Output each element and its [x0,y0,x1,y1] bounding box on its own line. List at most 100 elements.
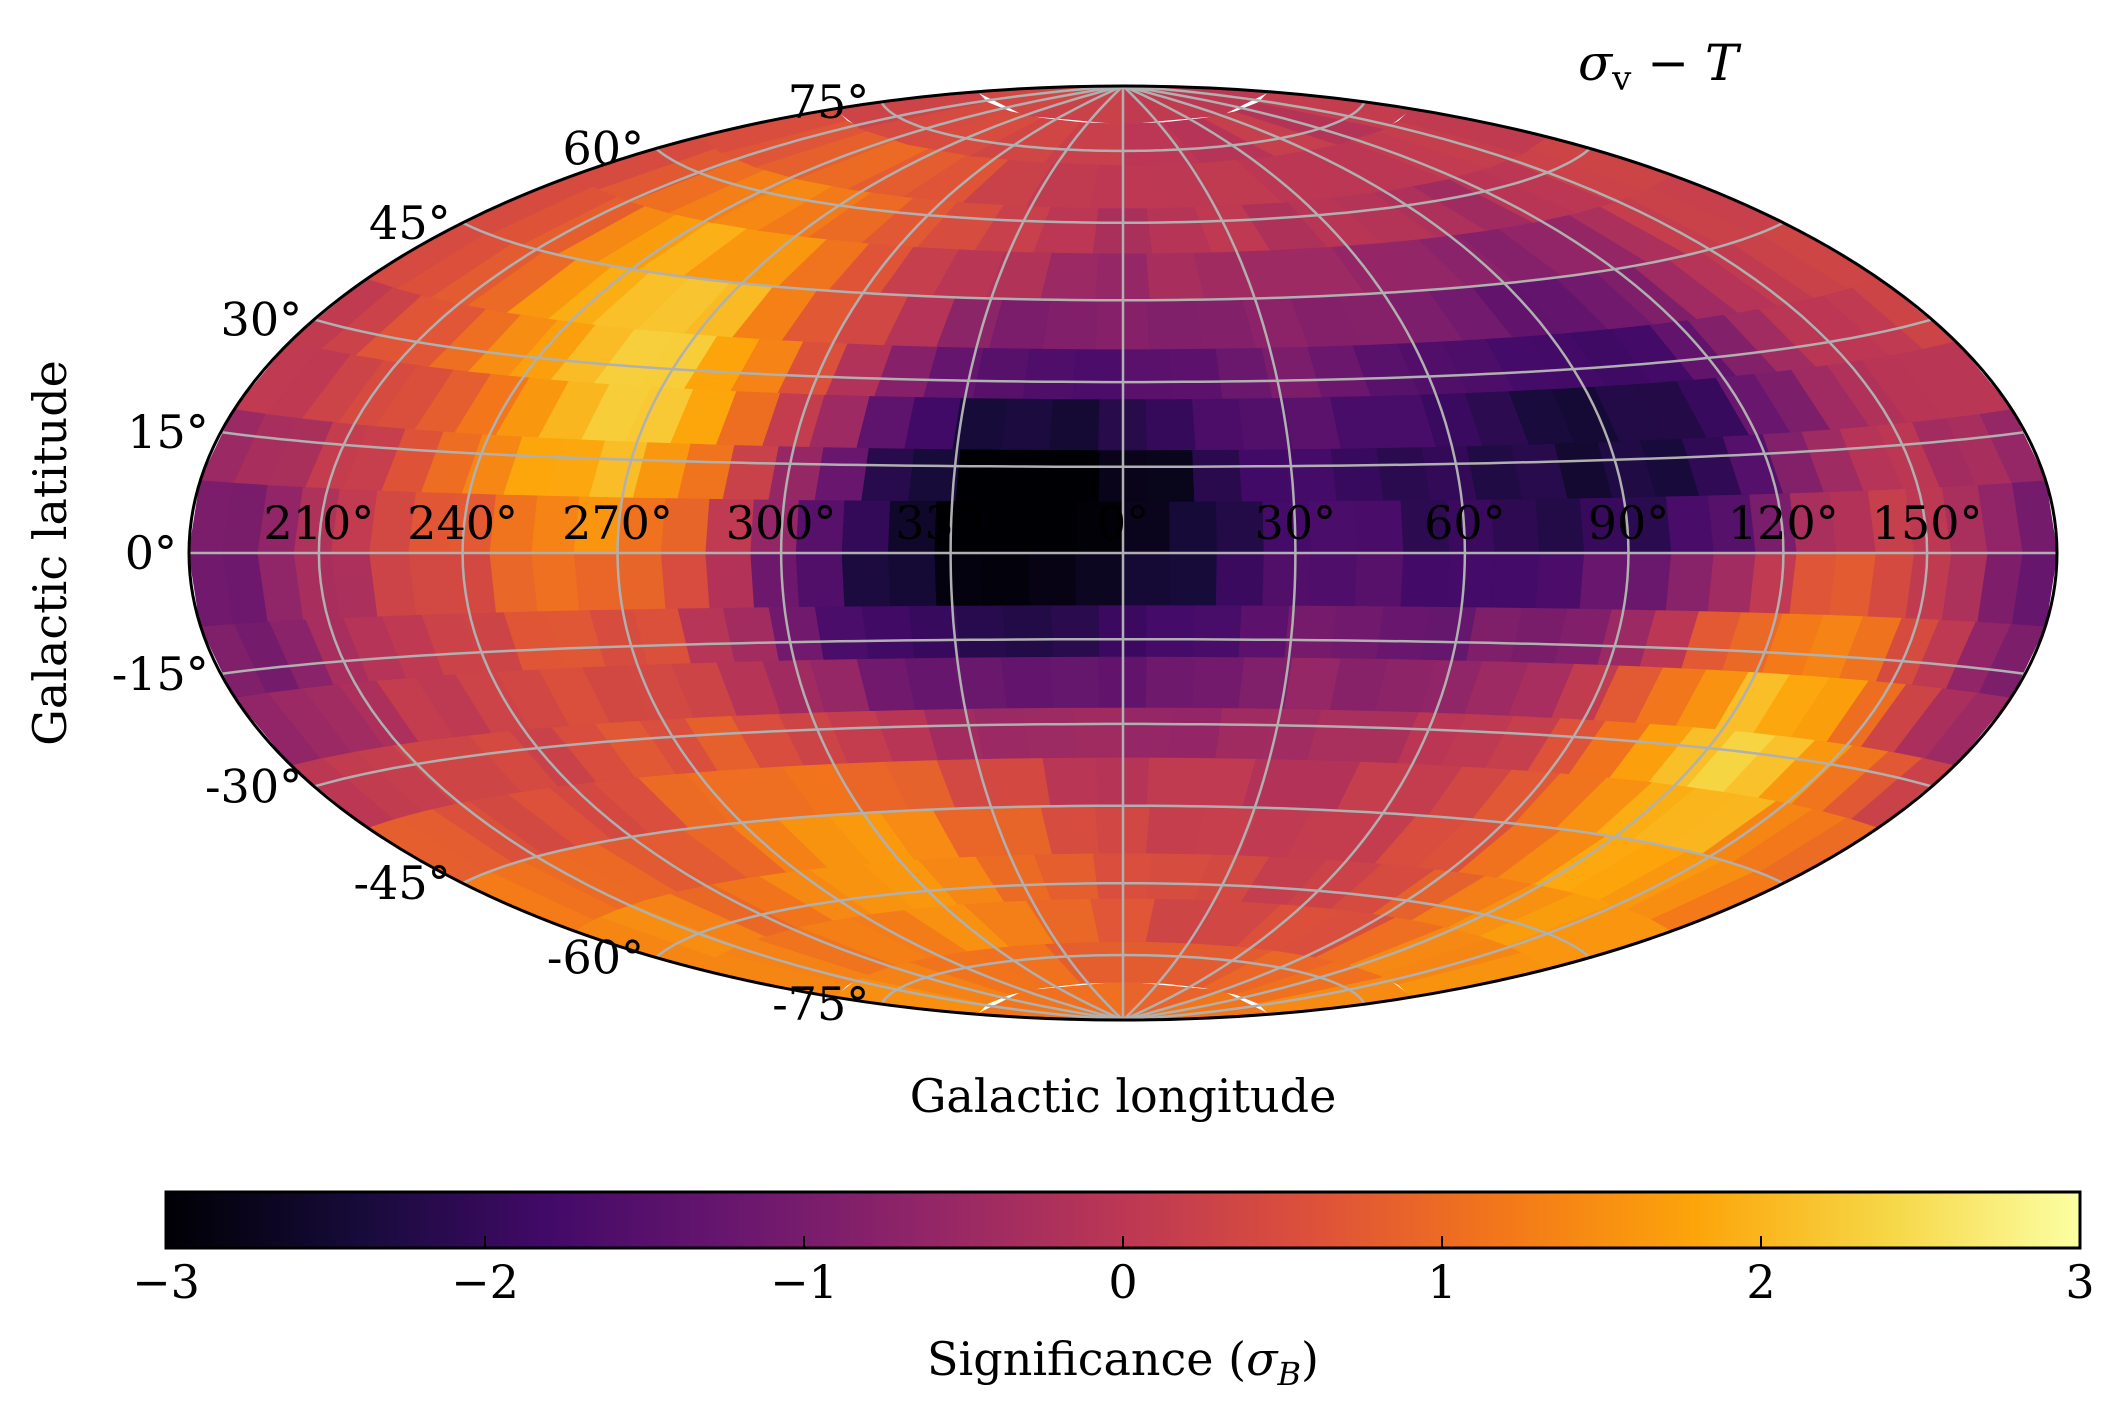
colorbar-tick: −3 [132,1255,200,1309]
colorbar: −3 −2 −1 0 1 2 3 Significance (σB) [132,1190,2095,1393]
heatmap-cells [189,86,2057,1020]
heatmap-cell [1192,448,1243,502]
heatmap-cell [1215,552,1265,606]
heatmap-cell [1145,398,1197,451]
heatmap-cell [1169,500,1218,554]
heatmap-cell [1145,604,1196,658]
heatmap-cell [1049,398,1101,451]
heatmap-cell [861,604,916,659]
heatmap-cell [841,499,892,554]
longitude-tick: 150° [1872,496,1983,550]
colorbar-tick: 0 [1108,1255,1137,1309]
longitude-tick: 270° [562,496,673,550]
latitude-tick: -15° [112,647,209,701]
colorbar-tick: 3 [2065,1255,2094,1309]
heatmap-cell [660,552,711,609]
heatmap-cell [531,552,581,612]
heatmap-cell [1665,494,1715,554]
colorbar-tick: 2 [1746,1255,1775,1309]
heatmap-cell [934,552,984,606]
heatmap-cell [814,605,870,660]
parallel-line [880,953,1366,1005]
latitude-tick: 0° [125,526,177,580]
heatmap-cell [1191,655,1246,709]
parallel-line [655,147,1591,225]
heatmap-cell [1707,552,1757,613]
sky-map [187,84,2059,1022]
heatmap-cell [1028,552,1077,606]
heatmap-cell [1042,299,1100,350]
heatmap-cell [1072,706,1124,758]
heatmap-cell [1376,446,1432,501]
colorbar-tick: −2 [451,1255,519,1309]
heatmap-cell [1749,552,1798,614]
parallel-line [313,318,1933,384]
parallel-line [655,881,1591,959]
heatmap-cell [1072,348,1124,400]
heatmap-cell [1192,604,1243,658]
longitude-tick: 120° [1728,496,1839,550]
heatmap-cell [1330,447,1385,502]
heatmap-cell [1003,604,1054,658]
heatmap-cell [1075,552,1124,606]
heatmap-cell [1535,552,1586,609]
colorbar-tick: −1 [770,1255,838,1309]
longitude-tick: 300° [726,496,837,550]
heatmap-cell [955,604,1008,658]
latitude-tick: 15° [127,405,209,459]
heatmap-cell [1050,448,1101,502]
heatmap-cell [408,552,457,616]
parallel-line [462,221,1784,302]
heatmap-cell [768,445,825,501]
heatmap-cell [705,552,755,609]
latitude-tick: -60° [547,930,644,984]
chart-title: σv − T [1578,34,1742,99]
colorbar-label: Significance (σB) [927,1332,1319,1393]
longitude-tick: 90° [1588,496,1670,550]
heatmap-cell [1330,604,1385,659]
heatmap-cell [887,552,938,607]
heatmap-cell [1354,499,1405,554]
heatmap-cell [1049,655,1101,708]
latitude-tick: -30° [205,760,302,814]
heatmap-cell [1579,552,1630,610]
longitude-tick: 60° [1424,496,1506,550]
latitude-tick-labels: 75° 60° 45° 30° 15° 0° -15° -30° -45° -60° -75° [112,75,870,1031]
parallel-line [313,722,1933,788]
heatmap-cell [489,552,539,613]
heatmap-cell [1050,604,1101,658]
heatmap-cell [448,552,497,614]
heatmap-cell [1535,497,1586,554]
heatmap-cell [573,552,624,611]
longitude-tick: 30° [1255,496,1337,550]
latitude-tick: -45° [354,856,451,910]
colorbar-ticks: −3 −2 −1 0 1 2 3 [132,1236,2095,1309]
heatmap-cell [1308,552,1359,607]
longitude-tick: 240° [407,496,518,550]
heatmap-cell [750,552,800,608]
heatmap-cell [1022,706,1078,759]
heatmap-cell [1122,552,1171,606]
heatmap-cell [1003,448,1054,502]
heatmap-cell [1022,347,1078,400]
heatmap-cell [1168,706,1224,759]
heatmap-cell [768,605,825,661]
x-axis-label: Galactic longitude [910,1069,1337,1123]
heatmap-cell [1146,299,1204,350]
map-boundary [187,84,2059,1022]
heatmap-cell [1042,756,1100,807]
heatmap-cell [1191,397,1246,451]
heatmap-cell [861,447,916,502]
latitude-tick: -75° [772,977,869,1031]
heatmap-cell [1028,500,1077,554]
heatmap-cell [1145,448,1196,502]
latitude-tick: 75° [788,75,870,129]
latitude-tick: 45° [369,196,451,250]
parallel-line [880,101,1366,153]
heatmap-cell [1000,397,1055,451]
latitude-tick: 60° [562,122,644,176]
heatmap-cell [1122,706,1174,758]
heatmap-cell [1238,604,1291,658]
heatmap-cell [369,552,417,617]
